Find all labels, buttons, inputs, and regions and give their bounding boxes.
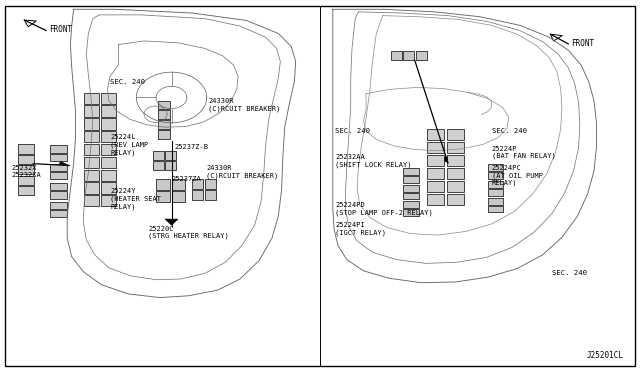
Bar — [165, 161, 176, 170]
Bar — [101, 195, 116, 206]
Text: SEC. 240: SEC. 240 — [552, 270, 587, 276]
Bar — [50, 164, 67, 171]
Bar — [192, 179, 204, 189]
Bar — [101, 93, 116, 104]
Bar — [18, 176, 34, 185]
Bar — [488, 206, 504, 212]
Bar — [158, 120, 170, 129]
Bar — [403, 185, 419, 192]
Text: 25224PI
(IGCT RELAY): 25224PI (IGCT RELAY) — [335, 222, 387, 235]
Bar — [50, 192, 67, 199]
Bar — [427, 181, 444, 192]
Text: J25201CL: J25201CL — [587, 351, 624, 360]
Bar — [447, 129, 464, 140]
Bar — [101, 170, 116, 181]
Bar — [158, 130, 170, 138]
Bar — [427, 155, 444, 166]
Bar — [488, 181, 504, 188]
Bar — [50, 202, 67, 209]
Bar — [50, 145, 67, 153]
Bar — [205, 179, 216, 189]
Text: FRONT: FRONT — [49, 25, 72, 34]
Bar — [403, 202, 419, 208]
Bar — [101, 131, 116, 142]
Bar — [18, 155, 34, 164]
Bar — [50, 183, 67, 190]
Bar — [427, 194, 444, 205]
Bar — [447, 142, 464, 153]
Polygon shape — [59, 161, 69, 169]
Bar — [101, 182, 116, 194]
Text: FRONT: FRONT — [572, 39, 595, 48]
Bar — [84, 195, 99, 206]
Text: 25237Z-B: 25237Z-B — [174, 144, 208, 150]
Bar — [101, 157, 116, 168]
Bar — [153, 161, 164, 170]
Bar — [84, 93, 99, 104]
Bar — [101, 106, 116, 117]
Polygon shape — [440, 156, 452, 163]
Bar — [427, 142, 444, 153]
Text: 25224PC
(AT OIL PUMP
RELAY): 25224PC (AT OIL PUMP RELAY) — [492, 165, 543, 186]
Bar — [488, 164, 504, 171]
Bar — [391, 51, 402, 60]
Bar — [403, 168, 419, 175]
Bar — [84, 182, 99, 194]
Bar — [156, 191, 170, 202]
Bar — [50, 172, 67, 179]
Polygon shape — [165, 219, 178, 225]
Bar — [84, 106, 99, 117]
Bar — [84, 118, 99, 129]
Bar — [101, 144, 116, 155]
Bar — [192, 190, 204, 200]
Text: 24330R
(C)RCUIT BREAKER): 24330R (C)RCUIT BREAKER) — [206, 165, 278, 179]
Bar — [50, 210, 67, 217]
Text: SEC. 240: SEC. 240 — [110, 79, 145, 85]
Text: 25220C
(STRG HEATER RELAY): 25220C (STRG HEATER RELAY) — [148, 226, 229, 239]
Bar — [403, 209, 419, 216]
Bar — [488, 198, 504, 205]
Bar — [488, 189, 504, 196]
Bar — [50, 154, 67, 161]
Bar — [156, 179, 170, 190]
Bar — [153, 151, 164, 160]
Bar — [84, 170, 99, 181]
Text: 25224L
(REV LAMP
RELAY): 25224L (REV LAMP RELAY) — [110, 134, 148, 156]
Text: 25224PD
(STOP LAMP OFF-2 RELAY): 25224PD (STOP LAMP OFF-2 RELAY) — [335, 202, 433, 216]
Bar — [84, 144, 99, 155]
Text: 25237ZA: 25237ZA — [172, 176, 201, 182]
Text: 24330R
(C)RCUIT BREAKER): 24330R (C)RCUIT BREAKER) — [208, 98, 280, 112]
Bar — [447, 155, 464, 166]
Bar — [447, 181, 464, 192]
Bar — [84, 131, 99, 142]
Bar — [488, 172, 504, 179]
Bar — [427, 168, 444, 179]
Bar — [18, 186, 34, 195]
Bar — [158, 101, 170, 109]
Text: SEC. 240: SEC. 240 — [492, 128, 527, 134]
Bar — [403, 51, 414, 60]
Bar — [447, 194, 464, 205]
Bar — [101, 118, 116, 129]
Text: 25224Y
(HEATER SEAT
RELAY): 25224Y (HEATER SEAT RELAY) — [110, 188, 161, 210]
Bar — [205, 190, 216, 200]
Text: SEC. 240: SEC. 240 — [335, 128, 371, 134]
Bar — [427, 129, 444, 140]
Bar — [447, 168, 464, 179]
Bar — [172, 191, 185, 202]
Bar — [158, 110, 170, 119]
Bar — [172, 179, 185, 190]
Bar — [403, 176, 419, 183]
Bar — [165, 151, 176, 160]
Bar — [18, 144, 34, 154]
Text: 25232X
25232XA: 25232X 25232XA — [12, 165, 41, 179]
Bar — [84, 157, 99, 168]
Bar — [18, 165, 34, 174]
Polygon shape — [24, 20, 36, 27]
Text: 25224P
(BAT FAN RELAY): 25224P (BAT FAN RELAY) — [492, 146, 556, 159]
Bar — [403, 193, 419, 199]
Polygon shape — [550, 34, 563, 41]
Bar — [416, 51, 427, 60]
Text: 25232AA
(SHIFT LOCK RELAY): 25232AA (SHIFT LOCK RELAY) — [335, 154, 412, 167]
